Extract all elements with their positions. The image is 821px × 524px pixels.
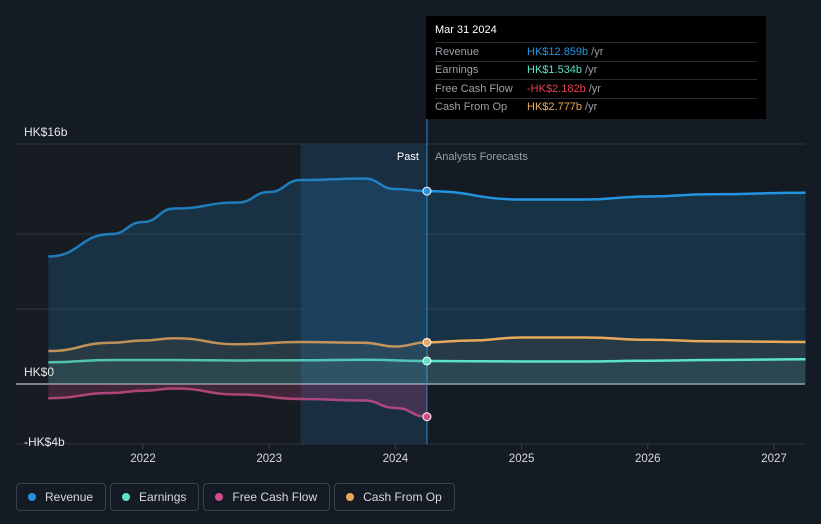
tooltip-label: Earnings	[435, 64, 479, 77]
tooltip-label: Free Cash Flow	[435, 82, 513, 95]
point-revenue	[422, 186, 432, 196]
tooltip-date: Mar 31 2024	[435, 24, 497, 36]
line-cash-from-op-past	[48, 336, 427, 353]
y-tick-label: HK$0	[24, 365, 54, 379]
tooltip-row-revenue: Revenue HK$12.859b /yr	[435, 42, 757, 61]
x-tick-label: 2026	[635, 453, 661, 465]
area-earnings	[48, 359, 806, 384]
x-tick-label: 2025	[509, 453, 535, 465]
forecast-label: Analysts Forecasts	[435, 151, 528, 163]
legend-item-free-cash-flow[interactable]: Free Cash Flow	[203, 483, 331, 511]
y-tick-label: -HK$4b	[24, 435, 65, 449]
tooltip-label: Cash From Op	[435, 101, 508, 114]
legend-item-cash-from-op[interactable]: Cash From Op	[334, 483, 455, 511]
legend: Revenue Earnings Free Cash Flow Cash Fro…	[16, 483, 455, 513]
line-cash-from-op-forecast	[426, 336, 806, 344]
tooltip-row-cash-from-op: Cash From Op HK$2.777b /yr	[435, 97, 757, 117]
tooltip-unit: /yr	[585, 64, 598, 77]
past-label: Past	[397, 151, 419, 163]
cash-from-op-dot-icon	[346, 493, 355, 501]
line-earnings-past	[48, 358, 427, 364]
tooltip-row-free-cash-flow: Free Cash Flow -HK$2.182b /yr	[435, 79, 757, 98]
legend-label: Cash From Op	[363, 490, 442, 504]
tooltip-value: HK$2.777b	[527, 101, 583, 114]
tooltip-row-earnings: Earnings HK$1.534b /yr	[435, 60, 757, 80]
legend-item-earnings[interactable]: Earnings	[110, 483, 200, 511]
line-revenue-forecast	[426, 189, 806, 201]
line-earnings-forecast	[426, 358, 806, 363]
area-free-cash-flow	[48, 384, 427, 417]
tooltip-label: Revenue	[435, 45, 480, 58]
point-free-cash-flow	[422, 412, 432, 422]
legend-label: Revenue	[45, 490, 94, 504]
earnings-dot-icon	[122, 493, 131, 501]
tooltip-unit: /yr	[591, 45, 604, 58]
legend-label: Earnings	[139, 490, 187, 504]
tooltip: Mar 31 2024 Revenue HK$12.859b /yr Earni…	[426, 16, 766, 119]
tooltip-value: HK$12.859b	[527, 45, 589, 58]
legend-label: Free Cash Flow	[232, 490, 318, 504]
tooltip-value: -HK$2.182b	[527, 82, 586, 95]
x-tick-label: 2022	[130, 453, 156, 465]
x-tick-label: 2023	[256, 453, 282, 465]
tooltip-unit: /yr	[588, 82, 601, 95]
chart-area: HK$16b HK$0 -HK$4b 2022 2023 2024 2025 2026 2027…	[16, 16, 806, 465]
tooltip-unit: /yr	[585, 101, 598, 114]
area-revenue	[48, 178, 806, 384]
x-tick-label: 2027	[761, 453, 787, 465]
x-tick-label: 2024	[383, 453, 409, 465]
revenue-dot-icon	[28, 493, 36, 501]
point-earnings	[422, 356, 432, 366]
line-free-cash-flow-past	[48, 387, 427, 418]
free-cash-flow-dot-icon	[215, 493, 224, 501]
legend-item-revenue[interactable]: Revenue	[16, 483, 107, 511]
point-cash-from-op	[422, 337, 432, 347]
tooltip-value: HK$1.534b	[527, 64, 583, 77]
highlight-band	[300, 144, 427, 444]
line-revenue-past	[48, 177, 427, 258]
y-tick-label: HK$16b	[24, 125, 68, 139]
